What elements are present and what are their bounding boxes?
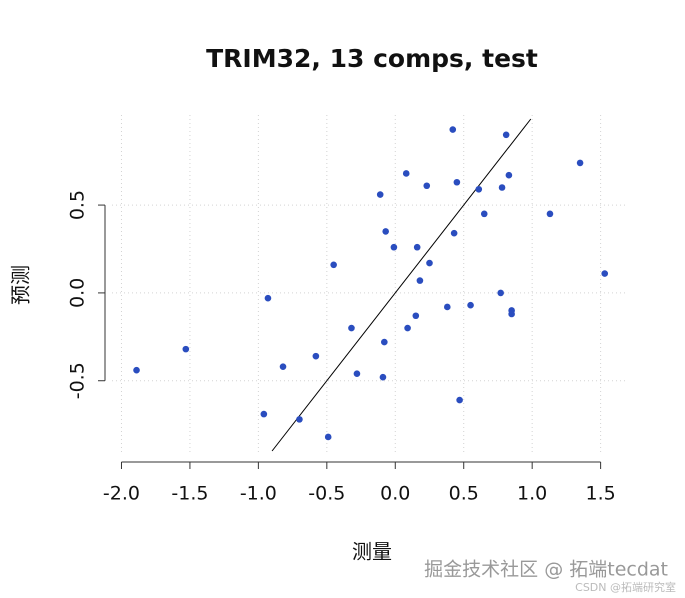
point xyxy=(505,171,513,179)
x-tick-label: 0.5 xyxy=(449,483,479,505)
point xyxy=(508,310,515,318)
point xyxy=(353,370,361,378)
chart-title: TRIM32, 13 comps, test xyxy=(206,44,538,73)
point xyxy=(404,324,411,332)
y-tick-label: 0.5 xyxy=(67,190,89,220)
x-tick-label: -1.0 xyxy=(240,483,277,505)
point xyxy=(456,396,463,404)
watermark: 掘金技术社区 @ 拓端tecdat xyxy=(424,559,668,581)
point xyxy=(497,289,504,297)
x-tick-label: -1.5 xyxy=(171,483,208,505)
point xyxy=(312,352,320,360)
x-tick-label: 1.5 xyxy=(586,483,616,505)
point xyxy=(381,338,388,346)
point xyxy=(182,345,190,353)
point xyxy=(423,182,431,190)
point xyxy=(449,126,457,133)
y-tick-label: 0.0 xyxy=(67,278,89,308)
point xyxy=(402,170,410,177)
point xyxy=(546,210,554,218)
point xyxy=(601,270,609,277)
point xyxy=(416,277,424,284)
y-axis-label: 预测 xyxy=(9,265,33,305)
point xyxy=(450,229,458,237)
point xyxy=(453,178,461,186)
point xyxy=(475,185,483,193)
point xyxy=(330,261,337,269)
x-tick-label: -0.5 xyxy=(308,483,345,505)
point xyxy=(264,294,272,302)
point xyxy=(412,312,420,320)
x-tick-label: 1.0 xyxy=(517,483,547,505)
point xyxy=(390,243,398,251)
point xyxy=(443,303,451,311)
reference-line xyxy=(271,118,532,452)
point xyxy=(279,363,287,370)
point xyxy=(133,366,140,374)
x-tick-label: -2.0 xyxy=(103,483,140,505)
point xyxy=(324,433,332,441)
x-tick-label: 0.0 xyxy=(380,483,410,505)
point xyxy=(296,416,303,423)
point xyxy=(498,184,506,191)
point xyxy=(502,131,510,139)
watermark-sub: CSDN @拓端研究室 xyxy=(575,580,676,594)
point xyxy=(480,210,488,218)
y-tick-label: -0.5 xyxy=(67,362,89,399)
point xyxy=(426,259,433,267)
point xyxy=(348,324,355,332)
point xyxy=(576,159,584,167)
x-axis-label: 测量 xyxy=(352,540,392,564)
point xyxy=(379,373,387,381)
point xyxy=(376,191,384,198)
point xyxy=(260,410,268,418)
point xyxy=(382,228,389,235)
point xyxy=(413,243,421,251)
point xyxy=(467,301,474,309)
